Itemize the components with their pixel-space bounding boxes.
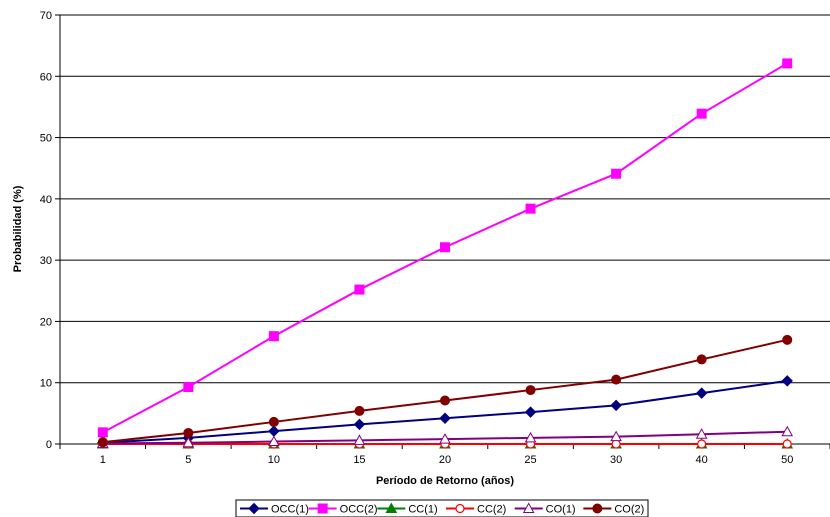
data-point bbox=[268, 425, 280, 437]
gridlines bbox=[60, 14, 830, 384]
y-tick-label: 60 bbox=[40, 71, 52, 83]
data-point bbox=[610, 399, 622, 412]
data-point bbox=[353, 434, 366, 445]
legend-label: OCC(1) bbox=[271, 504, 309, 516]
x-tick-label: 1 bbox=[100, 454, 106, 466]
legend-item: CC(2) bbox=[446, 504, 506, 516]
data-point bbox=[696, 354, 707, 365]
legend-item: CO(1) bbox=[514, 502, 576, 516]
legend-item: CO(2) bbox=[583, 503, 644, 516]
legend: OCC(1) OCC(2) CC(1) CC(2) CO(1) CO(2) bbox=[235, 499, 649, 517]
y-tick-label: 50 bbox=[40, 133, 52, 145]
data-point bbox=[524, 406, 537, 418]
y-tick-label: 20 bbox=[40, 316, 52, 328]
data-point bbox=[440, 242, 450, 253]
legend-item: OCC(1) bbox=[240, 502, 309, 516]
data-point bbox=[524, 431, 537, 443]
x-tick-label: 15 bbox=[353, 454, 365, 466]
x-tick-label: 40 bbox=[696, 454, 708, 466]
data-point bbox=[439, 433, 451, 444]
data-point bbox=[525, 203, 536, 214]
legend-label: CC(2) bbox=[477, 504, 506, 516]
legend-marker bbox=[522, 502, 535, 513]
data-point bbox=[182, 436, 195, 448]
legend-marker bbox=[248, 502, 260, 515]
y-tick-label: 10 bbox=[40, 378, 52, 390]
series-line bbox=[102, 338, 788, 444]
legend-box bbox=[235, 499, 649, 517]
x-tick-label: 50 bbox=[781, 454, 793, 466]
data-point bbox=[525, 385, 536, 396]
data-point bbox=[353, 418, 366, 431]
legend-marker bbox=[592, 503, 603, 514]
x-tick-label: 10 bbox=[268, 454, 280, 466]
x-tick-label: 20 bbox=[439, 454, 451, 466]
y-axis-title: Probabilidad (%) bbox=[12, 185, 24, 272]
y-tick-label: 30 bbox=[40, 255, 52, 267]
data-point bbox=[611, 374, 622, 385]
series-CO(2) bbox=[97, 334, 793, 448]
axes bbox=[55, 14, 830, 449]
data-point bbox=[781, 375, 793, 387]
x-tick-labels: 1 5 10 15 20 25 30 40 50 bbox=[100, 454, 794, 466]
legend-marker bbox=[385, 502, 398, 513]
data-point bbox=[781, 425, 794, 437]
data-point bbox=[354, 405, 365, 416]
x-tick-label: 25 bbox=[524, 454, 536, 466]
data-point bbox=[97, 427, 108, 438]
legend-item: CC(1) bbox=[377, 502, 438, 516]
data-point bbox=[183, 427, 194, 438]
data-point bbox=[696, 108, 707, 119]
legend-label: CO(2) bbox=[614, 504, 644, 516]
x-tick-label: 5 bbox=[185, 454, 191, 466]
data-point bbox=[268, 331, 279, 342]
data-point bbox=[610, 430, 622, 442]
y-tick-labels: 0 10 20 30 40 50 60 70 bbox=[40, 10, 52, 451]
legend-label: CC(1) bbox=[408, 504, 437, 516]
data-point bbox=[611, 168, 622, 179]
data-point bbox=[268, 416, 279, 427]
data-point bbox=[611, 439, 621, 449]
data-point bbox=[354, 284, 365, 295]
data-point bbox=[695, 387, 708, 399]
data-point bbox=[782, 58, 793, 69]
legend-marker bbox=[455, 503, 465, 514]
data-point bbox=[97, 437, 108, 448]
x-tick-label: 30 bbox=[610, 454, 622, 466]
data-point bbox=[695, 428, 708, 439]
data-point bbox=[697, 439, 707, 449]
legend-item: OCC(2) bbox=[308, 503, 378, 516]
data-point bbox=[782, 334, 793, 345]
y-tick-label: 40 bbox=[40, 194, 52, 206]
data-point bbox=[782, 439, 792, 449]
y-tick-label: 0 bbox=[46, 439, 52, 451]
data-point bbox=[268, 435, 280, 447]
x-axis-title: Período de Retorno (años) bbox=[376, 475, 514, 487]
data-point bbox=[440, 395, 450, 406]
data-point bbox=[439, 412, 451, 424]
y-tick-label: 70 bbox=[40, 10, 52, 22]
series-group bbox=[96, 58, 794, 449]
legend-label: CO(1) bbox=[546, 504, 576, 516]
legend-label: OCC(2) bbox=[340, 504, 378, 516]
legend-marker bbox=[317, 503, 328, 514]
series-OCC(2) bbox=[97, 58, 793, 438]
data-point bbox=[183, 382, 194, 393]
